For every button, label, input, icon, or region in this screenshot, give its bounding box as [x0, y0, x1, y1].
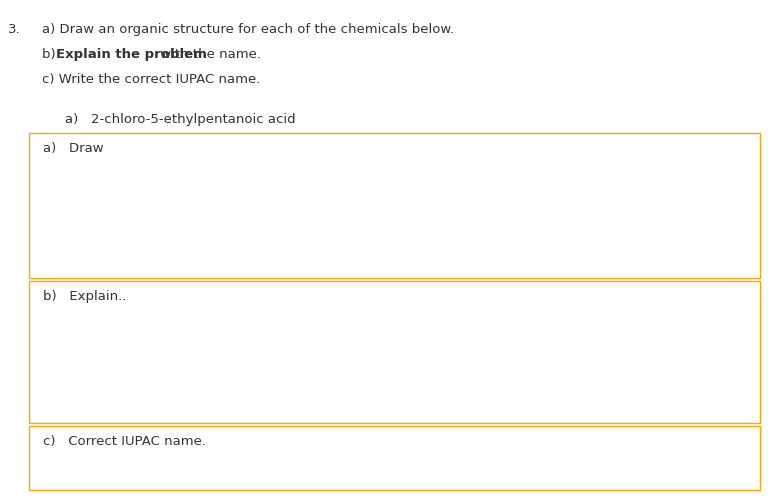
Bar	[29, 281, 760, 423]
Text: c) Write the correct IUPAC name.: c) Write the correct IUPAC name.	[42, 73, 261, 86]
Text: a) Draw an organic structure for each of the chemicals below.: a) Draw an organic structure for each of…	[42, 23, 454, 36]
Bar	[29, 133, 760, 278]
Text: c)   Correct IUPAC name.: c) Correct IUPAC name.	[43, 435, 206, 448]
Text: Explain the problem: Explain the problem	[56, 48, 207, 61]
Text: b): b)	[42, 48, 60, 61]
Text: a)   2-chloro-5-ethylpentanoic acid: a) 2-chloro-5-ethylpentanoic acid	[65, 113, 296, 126]
Text: 3.: 3.	[8, 23, 20, 36]
Bar	[29, 426, 760, 490]
Text: with the name.: with the name.	[155, 48, 261, 61]
Text: a)   Draw: a) Draw	[43, 142, 104, 155]
Text: b)   Explain..: b) Explain..	[43, 290, 126, 303]
